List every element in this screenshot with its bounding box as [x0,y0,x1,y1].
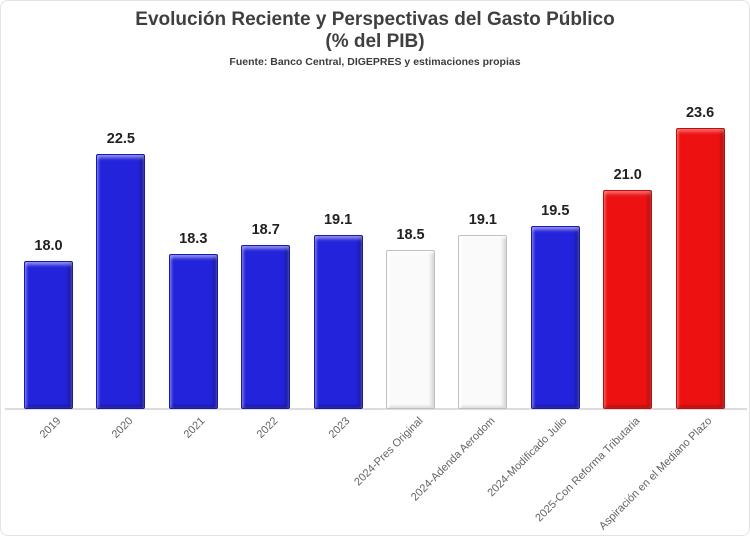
bar-2022 [241,245,291,409]
x-axis-tick-label: 2020 [109,415,136,441]
bar-value-label: 23.6 [685,105,715,121]
bar-value-label: 18.7 [251,222,280,238]
x-axis-line [5,408,747,410]
x-axis-tick-label: 2025-Con Reforma Tributaria [532,415,643,525]
x-axis-tick-label: 2024-Modificado Julio [485,415,570,500]
bar-value-label: 19.1 [323,212,353,228]
x-axis-tick-label: 2023 [326,415,353,441]
bar-2021 [168,254,218,409]
bar-value-label: 22.5 [106,131,135,147]
bar-value-label: 19.1 [468,212,497,228]
bar-2019 [24,261,73,409]
chart-title: Evolución Reciente y Perspectivas del Ga… [135,9,615,30]
bar-Aspiración en el Mediano Plazo [675,128,725,409]
bar-value-label: 18.0 [34,238,63,254]
bar-2025-Con Reforma Tributaria [603,190,653,409]
x-axis-tick-label: 2024-Adenda Aerodom [408,415,498,504]
bar-value-label: 18.5 [396,227,425,243]
bar-value-label: 21.0 [613,167,642,183]
bar-2020 [96,154,146,409]
chart-header: Evolución Reciente y Perspectivas del Ga… [1,8,749,68]
bar-2024-Pres Original [386,250,435,409]
bar-2024-Adenda Aerodom [458,235,508,409]
bar-value-label: 19.5 [541,203,570,219]
x-axis-tick-label: 2022 [254,415,281,441]
chart-subtitle: (% del PIB) [325,31,425,52]
bar-value-label: 18.3 [179,231,208,247]
chart-source-note: Fuente: Banco Central, DIGEPRES y estima… [229,56,521,68]
x-axis-tick-label: Aspiración en el Mediano Plazo [597,415,715,533]
x-axis-tick-label: 2024-Pres Original [351,415,425,489]
bar-2023 [313,235,363,409]
bar-2024-Modificado Julio [530,226,580,409]
x-axis-tick-label: 2021 [181,415,208,441]
